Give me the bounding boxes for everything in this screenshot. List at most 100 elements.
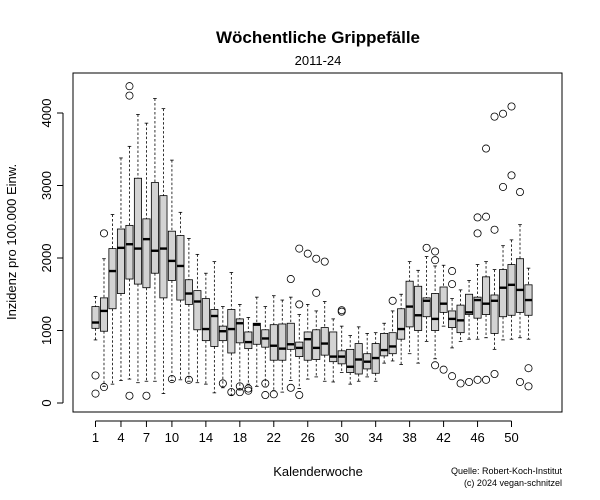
x-axis-label: Kalenderwoche xyxy=(273,464,363,479)
y-tick-label: 2000 xyxy=(39,244,54,273)
iqr-box xyxy=(235,318,244,344)
week-box-38 xyxy=(405,261,414,355)
outlier-point xyxy=(422,243,431,252)
week-box-7 xyxy=(142,122,151,400)
iqr-box xyxy=(167,230,176,281)
week-box-31 xyxy=(346,335,355,385)
x-tick-label: 42 xyxy=(436,430,450,445)
x-axis: 1 4 7 10 14 18 22 26 30 34 38 42 46 50 xyxy=(92,420,519,445)
outlier-point xyxy=(167,375,176,384)
week-box-2 xyxy=(99,229,108,392)
week-box-50 xyxy=(507,102,516,340)
week-box-3 xyxy=(108,214,117,385)
outlier-point xyxy=(99,229,108,238)
week-box-28 xyxy=(320,257,329,382)
y-tick-label: 3000 xyxy=(39,171,54,200)
iqr-box xyxy=(201,298,210,342)
week-box-18 xyxy=(235,303,244,397)
outlier-point xyxy=(456,379,465,388)
week-box-5 xyxy=(125,82,134,400)
outlier-point xyxy=(286,275,295,284)
week-box-44 xyxy=(456,289,465,388)
iqr-box xyxy=(422,297,431,318)
y-tick-label: 0 xyxy=(39,399,54,406)
outlier-point xyxy=(142,391,151,400)
x-tick-label: 46 xyxy=(470,430,484,445)
x-tick-label: 30 xyxy=(334,430,348,445)
y-tick-label: 4000 xyxy=(39,99,54,128)
iqr-box xyxy=(269,324,278,361)
outlier-point xyxy=(473,229,482,238)
outlier-point xyxy=(303,249,312,258)
week-box-43 xyxy=(448,267,457,381)
iqr-box xyxy=(414,285,423,331)
iqr-box xyxy=(150,182,159,274)
outlier-point xyxy=(261,391,270,400)
week-box-30 xyxy=(337,306,346,373)
iqr-box xyxy=(227,309,236,354)
week-box-13 xyxy=(193,253,202,384)
x-tick-label: 1 xyxy=(92,430,99,445)
copyright-credit: (c) 2024 vegan-schnitzel xyxy=(464,478,562,488)
x-tick-label: 38 xyxy=(402,430,416,445)
week-box-36 xyxy=(388,296,397,362)
outlier-point xyxy=(184,375,193,384)
outlier-point xyxy=(448,280,457,289)
chart-title: Wöchentliche Grippefälle xyxy=(216,28,420,47)
week-box-37 xyxy=(397,293,406,365)
outlier-point xyxy=(261,379,270,388)
outlier-point xyxy=(431,361,440,370)
outlier-point xyxy=(490,225,499,234)
iqr-box xyxy=(346,348,355,373)
outlier-point xyxy=(448,372,457,381)
week-box-1 xyxy=(91,296,100,398)
x-tick-label: 4 xyxy=(117,430,124,445)
iqr-box xyxy=(465,293,474,315)
week-box-6 xyxy=(133,114,142,384)
week-box-41 xyxy=(431,247,440,370)
outlier-point xyxy=(431,247,440,256)
outlier-point xyxy=(388,296,397,305)
outlier-point xyxy=(465,377,474,386)
iqr-box xyxy=(99,297,108,332)
week-box-29 xyxy=(329,318,338,383)
outlier-point xyxy=(244,386,253,395)
outlier-point xyxy=(490,112,499,121)
iqr-box xyxy=(108,248,117,310)
outlier-point xyxy=(295,244,304,253)
iqr-box xyxy=(380,332,389,357)
x-tick-label: 7 xyxy=(143,430,150,445)
iqr-box xyxy=(286,322,295,350)
y-axis-label: Inzidenz pro 100.000 Einw. xyxy=(4,164,19,320)
x-tick-label: 14 xyxy=(199,430,213,445)
outlier-point xyxy=(125,391,134,400)
x-tick-label: 22 xyxy=(267,430,281,445)
iqr-box xyxy=(439,286,448,313)
iqr-box xyxy=(507,264,516,316)
iqr-box xyxy=(388,332,397,355)
iqr-box xyxy=(320,327,329,356)
week-box-16 xyxy=(218,306,227,389)
week-box-11 xyxy=(176,211,185,381)
week-box-27 xyxy=(312,254,321,378)
week-box-21 xyxy=(261,306,270,400)
iqr-box xyxy=(159,195,168,299)
outlier-point xyxy=(244,384,253,393)
week-box-22 xyxy=(269,295,278,399)
week-box-42 xyxy=(439,264,448,374)
iqr-box xyxy=(125,224,134,280)
iqr-box xyxy=(405,280,414,328)
iqr-box xyxy=(295,341,304,358)
week-box-39 xyxy=(414,269,423,364)
iqr-box xyxy=(193,290,202,331)
outlier-point xyxy=(516,188,525,197)
week-box-4 xyxy=(116,157,125,381)
week-box-9 xyxy=(159,108,168,394)
outlier-point xyxy=(473,213,482,222)
source-credit: Quelle: Robert-Koch-Institut xyxy=(451,466,563,476)
outlier-point xyxy=(482,144,491,153)
outlier-point xyxy=(235,382,244,391)
week-box-24 xyxy=(286,275,295,392)
week-box-20 xyxy=(252,296,261,387)
